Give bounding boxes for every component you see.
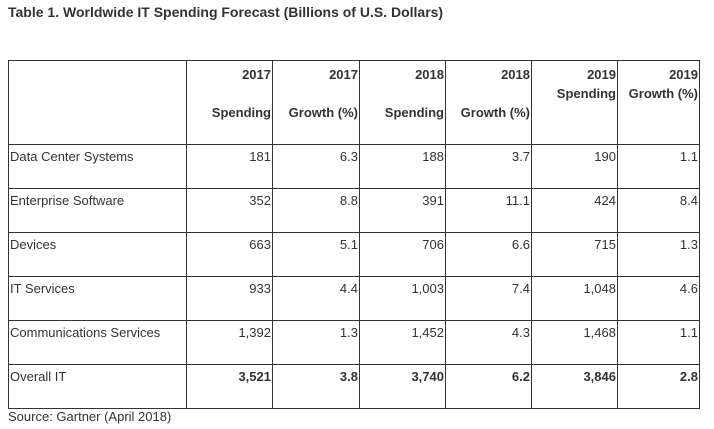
header-metric: Growth (%)	[288, 105, 358, 120]
row-label: Overall IT	[8, 364, 187, 409]
header-cell: 2019 Growth (%)	[617, 60, 700, 145]
table-cell: 6.6	[445, 232, 532, 277]
table-header-row: 2017 Spending 2017 Growth (%) 2018 Spending…	[8, 60, 700, 145]
table-cell: 1,048	[531, 276, 618, 321]
table-cell: 7.4	[445, 276, 532, 321]
table-cell: 8.8	[272, 188, 360, 233]
header-year: 2019	[669, 67, 698, 82]
header-year: 2017	[329, 67, 358, 82]
it-spending-table: 2017 Spending 2017 Growth (%) 2018 Spending…	[8, 60, 700, 409]
table-cell: 3,846	[531, 364, 618, 409]
table-cell: 1,003	[359, 276, 446, 321]
table-cell: 8.4	[617, 188, 700, 233]
row-label: Devices	[8, 232, 187, 277]
table-cell: 1,452	[359, 320, 446, 365]
row-label: IT Services	[8, 276, 187, 321]
table-row: Communications Services 1,392 1.3 1,452 4.3 1…	[8, 320, 700, 365]
header-year: 2017	[242, 67, 271, 82]
header-cell: 2017 Growth (%)	[272, 60, 360, 145]
table-row: Enterprise Software 352 8.8 391 11.1 424 8.4	[8, 188, 700, 233]
table-cell: 4.4	[272, 276, 360, 321]
table-cell: 181	[186, 144, 273, 189]
header-year: 2018	[415, 67, 444, 82]
header-cell: 2019 Spending	[531, 60, 618, 145]
table-row: Devices 663 5.1 706 6.6 715 1.3	[8, 232, 700, 277]
table-cell: 3.7	[445, 144, 532, 189]
table-cell: 3.8	[272, 364, 360, 409]
table-cell: 706	[359, 232, 446, 277]
header-cell: 2017 Spending	[186, 60, 273, 145]
table-cell: 1.1	[617, 144, 700, 189]
table-cell: 715	[531, 232, 618, 277]
header-cell: 2018 Spending	[359, 60, 446, 145]
source-note: Source: Gartner (April 2018)	[8, 409, 172, 424]
header-year: 2019	[587, 67, 616, 82]
header-metric: Spending	[556, 86, 616, 101]
table-title: Table 1. Worldwide IT Spending Forecast …	[8, 4, 444, 20]
table-cell: 391	[359, 188, 446, 233]
table-cell: 933	[186, 276, 273, 321]
table-cell: 6.3	[272, 144, 360, 189]
table-cell: 1.1	[617, 320, 700, 365]
table-cell: 11.1	[445, 188, 532, 233]
table-cell: 5.1	[272, 232, 360, 277]
table-row: IT Services 933 4.4 1,003 7.4 1,048 4.6	[8, 276, 700, 321]
row-label: Communications Services	[8, 320, 187, 365]
table-cell: 2.8	[617, 364, 700, 409]
table-cell: 190	[531, 144, 618, 189]
table-cell: 4.3	[445, 320, 532, 365]
table-cell: 3,521	[186, 364, 273, 409]
header-label-cell	[8, 60, 187, 145]
table-cell: 424	[531, 188, 618, 233]
table-cell: 6.2	[445, 364, 532, 409]
table-row: Overall IT 3,521 3.8 3,740 6.2 3,846 2.8	[8, 364, 700, 409]
table-cell: 1,468	[531, 320, 618, 365]
row-label: Data Center Systems	[8, 144, 187, 189]
table-cell: 188	[359, 144, 446, 189]
table-row: Data Center Systems 181 6.3 188 3.7 190 1.1	[8, 144, 700, 189]
table-cell: 1.3	[272, 320, 360, 365]
header-cell: 2018 Growth (%)	[445, 60, 532, 145]
table-cell: 663	[186, 232, 273, 277]
header-metric: Spending	[384, 105, 444, 120]
table-cell: 1.3	[617, 232, 700, 277]
table-cell: 4.6	[617, 276, 700, 321]
table-cell: 3,740	[359, 364, 446, 409]
header-year: 2018	[501, 67, 530, 82]
header-metric: Spending	[211, 105, 271, 120]
row-label: Enterprise Software	[8, 188, 187, 233]
table-cell: 1,392	[186, 320, 273, 365]
table-cell: 352	[186, 188, 273, 233]
header-metric: Growth (%)	[460, 105, 530, 120]
header-metric: Growth (%)	[628, 86, 698, 101]
